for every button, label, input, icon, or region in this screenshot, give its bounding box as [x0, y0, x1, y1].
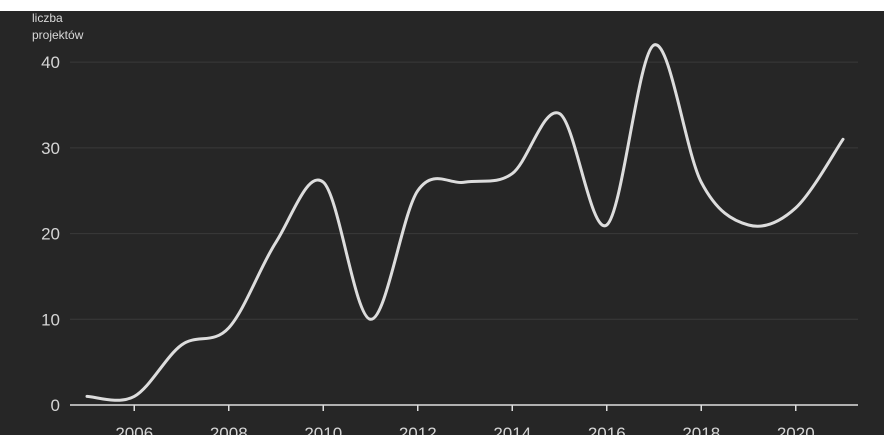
y-axis-label-line-2: projektów — [32, 28, 84, 42]
y-tick-label: 0 — [51, 396, 60, 415]
series-layer — [85, 43, 845, 402]
data-point-2018 — [699, 180, 703, 184]
x-tick-label: 2006 — [115, 424, 153, 435]
y-tick-label: 10 — [41, 310, 60, 329]
data-point-2019 — [747, 223, 751, 227]
data-point-2016 — [605, 223, 609, 227]
data-point-2005 — [85, 394, 89, 398]
y-tick-label: 40 — [41, 53, 60, 72]
data-point-2021 — [841, 137, 845, 141]
data-point-2007 — [180, 343, 184, 347]
y-axis-label-line-1: liczba — [32, 11, 63, 25]
x-tick-label: 2008 — [210, 424, 248, 435]
data-point-2013 — [463, 180, 467, 184]
x-tick-label: 2020 — [777, 424, 815, 435]
data-point-2010 — [321, 180, 325, 184]
data-point-2012 — [416, 189, 420, 193]
data-point-2008 — [227, 326, 231, 330]
plot-background — [0, 11, 884, 435]
series-line-0 — [85, 43, 845, 402]
data-point-2020 — [794, 206, 798, 210]
x-axis: 2006 2008 2010 2012 2014 2016 2018 2020 — [70, 404, 858, 435]
data-point-2011 — [369, 317, 373, 321]
y-tick-label: 20 — [41, 225, 60, 244]
data-point-2014 — [510, 172, 514, 176]
x-tick-label: 2014 — [493, 424, 531, 435]
data-point-2006 — [132, 394, 136, 398]
grid-lines — [70, 61, 858, 320]
x-tick-label: 2010 — [304, 424, 342, 435]
x-tick-label: 2016 — [588, 424, 626, 435]
data-point-2015 — [558, 112, 562, 116]
x-tick-label: 2012 — [399, 424, 437, 435]
y-tick-label: 30 — [41, 139, 60, 158]
y-axis-ticks: 0 10 20 30 40 — [41, 53, 60, 415]
data-point-2017 — [652, 43, 656, 47]
x-tick-label: 2018 — [682, 424, 720, 435]
data-point-2009 — [274, 240, 278, 244]
